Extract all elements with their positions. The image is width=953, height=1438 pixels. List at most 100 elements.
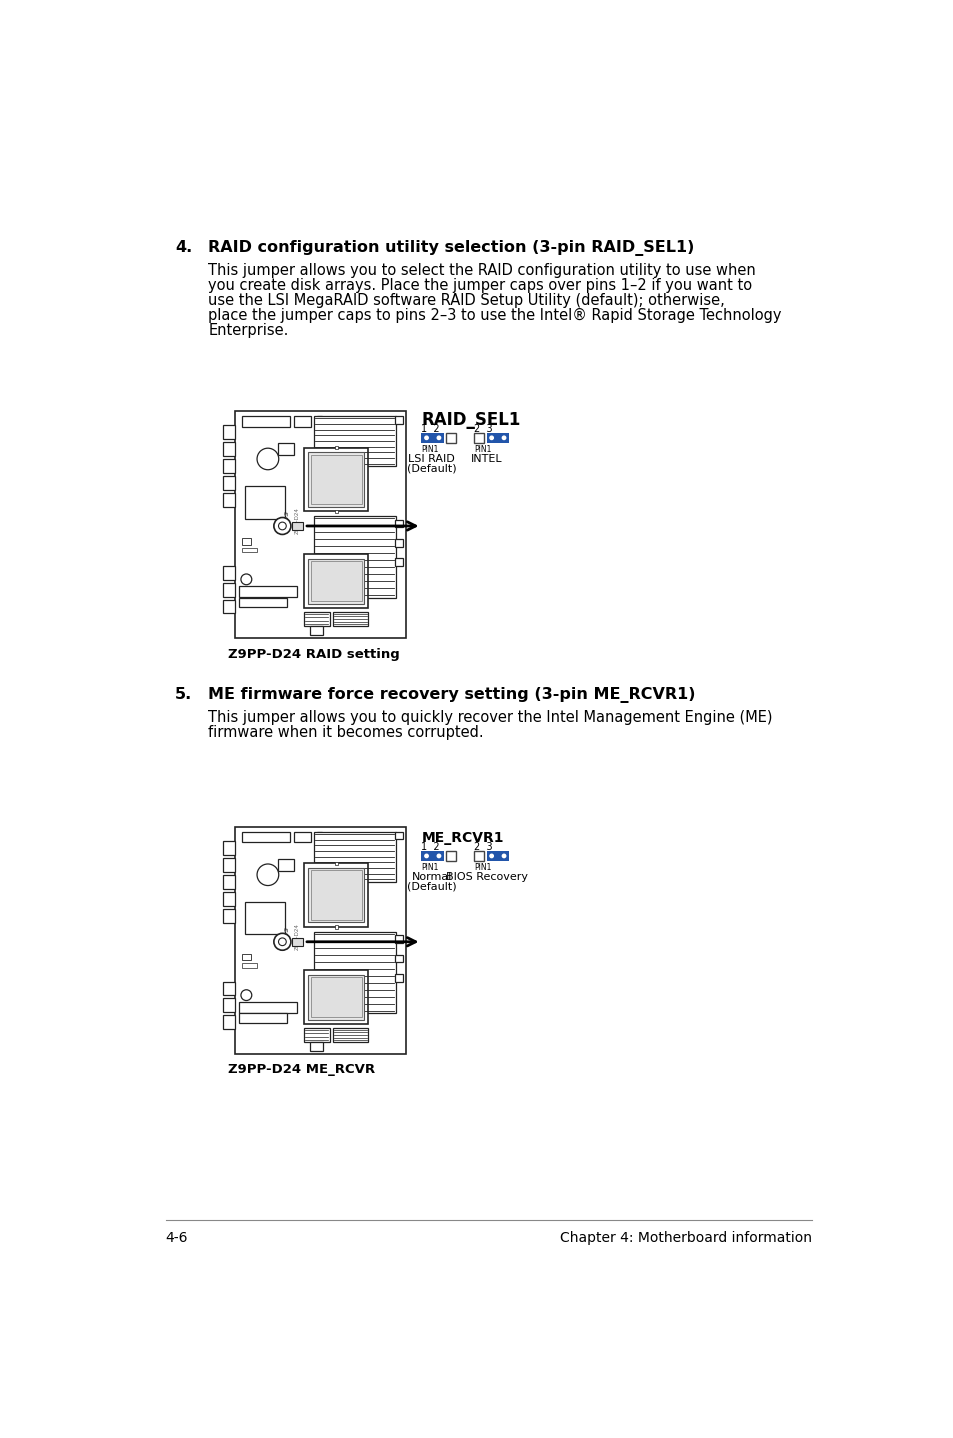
- Bar: [294, 416, 311, 427]
- Text: (Default): (Default): [406, 463, 456, 473]
- Bar: [292, 522, 302, 529]
- Bar: [310, 626, 323, 636]
- Bar: [223, 565, 235, 580]
- Circle shape: [436, 854, 440, 857]
- Bar: [311, 561, 361, 601]
- Bar: [335, 861, 337, 864]
- Bar: [303, 1028, 330, 1041]
- Bar: [314, 516, 395, 598]
- Bar: [314, 831, 395, 881]
- Bar: [395, 558, 402, 565]
- Bar: [303, 447, 368, 510]
- Bar: [239, 598, 287, 607]
- Bar: [395, 416, 402, 424]
- Circle shape: [502, 854, 505, 857]
- Bar: [223, 582, 235, 597]
- Text: ME firmware force recovery setting (3-pin ME_RCVR1): ME firmware force recovery setting (3-pi…: [208, 687, 695, 703]
- Text: Z9PP-D24: Z9PP-D24: [294, 923, 299, 949]
- Bar: [278, 443, 294, 456]
- Bar: [335, 446, 337, 449]
- Circle shape: [274, 518, 291, 535]
- Bar: [446, 851, 456, 861]
- Text: Enterprise.: Enterprise.: [208, 324, 289, 338]
- Bar: [314, 416, 395, 466]
- Text: This jumper allows you to select the RAID configuration utility to use when: This jumper allows you to select the RAI…: [208, 263, 756, 279]
- Bar: [223, 892, 235, 906]
- Bar: [446, 433, 456, 443]
- Bar: [223, 600, 235, 614]
- Bar: [235, 411, 406, 638]
- Bar: [474, 851, 484, 861]
- Text: use the LSI MegaRAID software RAID Setup Utility (default); otherwise,: use the LSI MegaRAID software RAID Setup…: [208, 293, 724, 308]
- Bar: [223, 998, 235, 1012]
- Bar: [395, 519, 402, 528]
- Bar: [241, 548, 257, 552]
- Bar: [223, 476, 235, 490]
- Bar: [241, 538, 251, 545]
- Bar: [223, 858, 235, 871]
- Bar: [310, 1041, 323, 1051]
- Bar: [223, 493, 235, 506]
- Text: 5.: 5.: [174, 687, 193, 702]
- Bar: [308, 975, 363, 1020]
- Bar: [333, 613, 368, 626]
- Bar: [223, 841, 235, 854]
- Text: PIN1: PIN1: [421, 446, 438, 454]
- Text: 4-6: 4-6: [166, 1231, 188, 1244]
- Circle shape: [502, 436, 505, 440]
- Bar: [474, 433, 484, 443]
- Text: Normal: Normal: [411, 871, 452, 881]
- Bar: [223, 441, 235, 456]
- Text: LSI RAID: LSI RAID: [408, 453, 455, 463]
- Circle shape: [241, 989, 252, 1001]
- Bar: [395, 974, 402, 982]
- Text: RAID configuration utility selection (3-pin RAID_SEL1): RAID configuration utility selection (3-…: [208, 240, 694, 256]
- Circle shape: [241, 574, 252, 585]
- Bar: [223, 1015, 235, 1030]
- Bar: [292, 938, 302, 946]
- Bar: [245, 902, 285, 935]
- Bar: [303, 971, 368, 1024]
- Bar: [223, 426, 235, 439]
- Text: RAID_SEL1: RAID_SEL1: [421, 411, 520, 430]
- Bar: [314, 932, 395, 1014]
- Bar: [421, 851, 443, 861]
- Bar: [245, 486, 285, 519]
- Text: ASUS: ASUS: [286, 926, 291, 946]
- Bar: [294, 831, 311, 843]
- Bar: [303, 555, 368, 608]
- Bar: [241, 963, 257, 968]
- Bar: [316, 831, 321, 838]
- Bar: [311, 976, 361, 1017]
- Bar: [303, 863, 368, 928]
- Text: INTEL: INTEL: [470, 453, 502, 463]
- Circle shape: [278, 938, 286, 946]
- Circle shape: [256, 864, 278, 886]
- Text: 1  2: 1 2: [421, 424, 439, 434]
- Bar: [278, 858, 294, 871]
- Text: Z9PP-D24 ME_RCVR: Z9PP-D24 ME_RCVR: [228, 1064, 375, 1077]
- Bar: [303, 613, 330, 626]
- Bar: [223, 874, 235, 889]
- Text: ASUS: ASUS: [286, 510, 291, 529]
- Bar: [335, 509, 337, 513]
- Text: Z9PP-D24 RAID setting: Z9PP-D24 RAID setting: [228, 647, 399, 660]
- Bar: [241, 955, 251, 961]
- Text: (Default): (Default): [406, 881, 456, 892]
- Bar: [395, 955, 402, 962]
- Text: PIN1: PIN1: [474, 863, 491, 873]
- Bar: [311, 454, 361, 505]
- Bar: [395, 935, 402, 943]
- Bar: [308, 452, 363, 506]
- Circle shape: [490, 854, 493, 857]
- Text: 4.: 4.: [174, 240, 193, 256]
- Text: place the jumper caps to pins 2–3 to use the Intel® Rapid Storage Technology: place the jumper caps to pins 2–3 to use…: [208, 309, 781, 324]
- Text: 2  3: 2 3: [474, 841, 493, 851]
- Bar: [395, 539, 402, 546]
- Bar: [239, 1002, 297, 1012]
- Text: ME_RCVR1: ME_RCVR1: [421, 831, 503, 846]
- Text: PIN1: PIN1: [421, 863, 438, 873]
- Bar: [486, 851, 509, 861]
- Circle shape: [436, 436, 440, 440]
- Bar: [395, 831, 402, 840]
